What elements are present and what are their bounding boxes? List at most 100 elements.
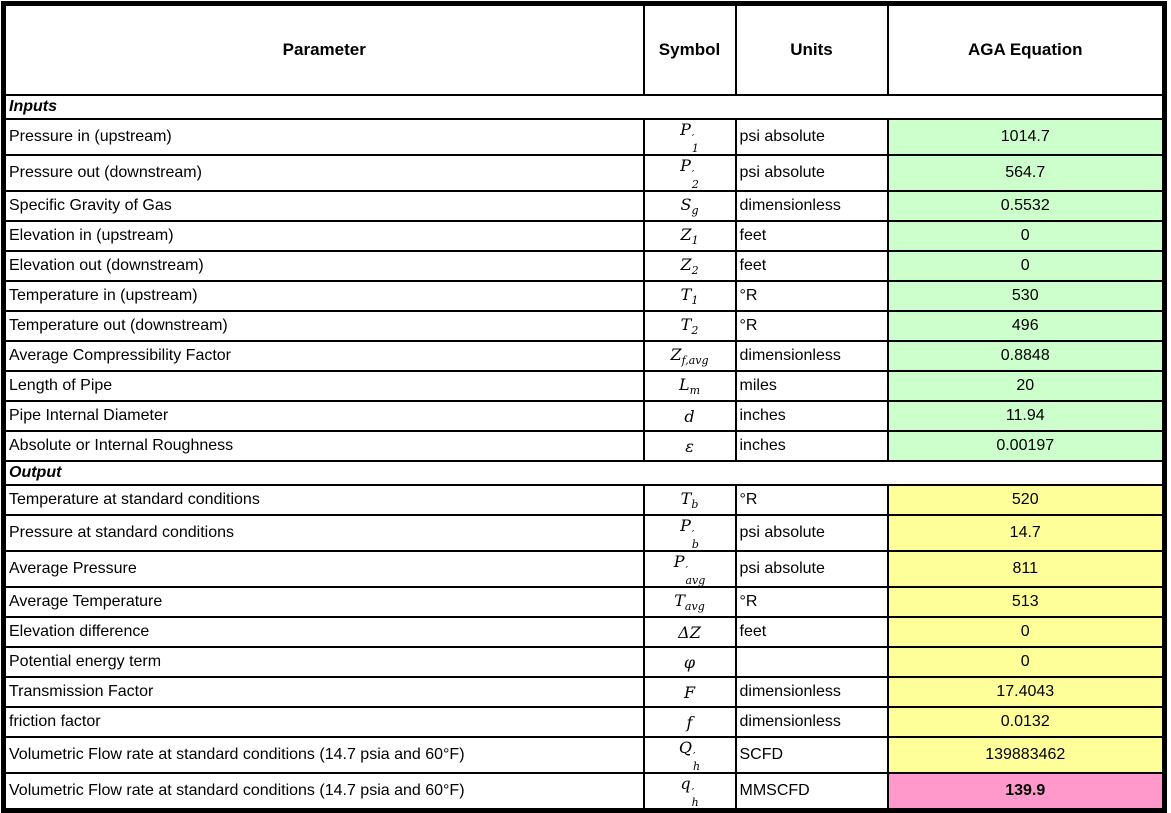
math-symbol: Lm xyxy=(678,374,701,398)
math-symbol: Zf,avg xyxy=(670,344,709,368)
math-symbol: Tavg xyxy=(674,590,705,614)
table-row: Pressure at standard conditions P ′ b psi ab… xyxy=(2,514,1166,552)
value-cell[interactable]: 17.4043 xyxy=(886,676,1166,708)
units-cell: °R xyxy=(734,310,889,342)
parameter-cell: Elevation out (downstream) xyxy=(2,250,645,282)
value-cell[interactable]: 1014.7 xyxy=(886,118,1166,156)
table-row: Length of Pipe Lm miles 20 xyxy=(2,370,1166,402)
value-cell[interactable]: 520 xyxy=(886,484,1166,516)
parameter-cell: Absolute or Internal Roughness xyxy=(2,430,645,462)
column-header-aga-equation: AGA Equation xyxy=(886,2,1166,96)
column-header-parameter: Parameter xyxy=(2,2,645,96)
units-cell: psi absolute xyxy=(734,514,889,552)
units-cell: miles xyxy=(734,370,889,402)
parameter-cell: Average Pressure xyxy=(2,550,645,588)
math-symbol: Tb xyxy=(680,488,699,512)
header-row: Parameter Symbol Units AGA Equation xyxy=(2,2,1166,96)
symbol-cell: Zf,avg xyxy=(642,340,737,372)
parameter-cell: Pressure at standard conditions xyxy=(2,514,645,552)
math-symbol: P ′ 2 xyxy=(680,156,699,191)
value-cell[interactable]: 811 xyxy=(886,550,1166,588)
symbol-cell: ε xyxy=(642,430,737,462)
parameter-cell: Elevation difference xyxy=(2,616,645,648)
table-row: Potential energy term φ 0 xyxy=(2,646,1166,678)
value-cell[interactable]: 20 xyxy=(886,370,1166,402)
units-cell: MMSCFD xyxy=(734,772,889,812)
value-cell[interactable]: 496 xyxy=(886,310,1166,342)
symbol-cell: Lm xyxy=(642,370,737,402)
units-cell: °R xyxy=(734,484,889,516)
symbol-cell: φ xyxy=(642,646,737,678)
math-symbol: T1 xyxy=(680,284,699,308)
value-cell[interactable]: 0.5532 xyxy=(886,190,1166,222)
parameter-cell: Potential energy term xyxy=(2,646,645,678)
parameter-cell: Length of Pipe xyxy=(2,370,645,402)
symbol-cell: P ′ b xyxy=(642,514,737,552)
math-symbol: f xyxy=(686,712,693,732)
units-cell: SCFD xyxy=(734,736,889,774)
table-body: Inputs Pressure in (upstream) P ′ 1 psi absol… xyxy=(2,94,1166,812)
units-cell: °R xyxy=(734,280,889,312)
value-cell[interactable]: 11.94 xyxy=(886,400,1166,432)
value-cell[interactable]: 0.0132 xyxy=(886,706,1166,738)
value-cell[interactable]: 0 xyxy=(886,616,1166,648)
parameter-cell: Pressure out (downstream) xyxy=(2,154,645,192)
value-cell[interactable]: 530 xyxy=(886,280,1166,312)
math-symbol: d xyxy=(684,406,695,426)
math-symbol: Z1 xyxy=(680,224,699,248)
value-cell[interactable]: 0 xyxy=(886,220,1166,252)
table-row: Temperature at standard conditions Tb °R 52… xyxy=(2,484,1166,516)
parameter-cell: Temperature out (downstream) xyxy=(2,310,645,342)
section-row-output: Output xyxy=(2,460,1166,486)
units-cell: feet xyxy=(734,616,889,648)
math-symbol: Sg xyxy=(680,194,699,218)
symbol-cell: Q ′ h xyxy=(642,736,737,774)
units-cell: psi absolute xyxy=(734,118,889,156)
table-row: Elevation in (upstream) Z1 feet 0 xyxy=(2,220,1166,252)
table-row: Average Compressibility Factor Zf,avg dime… xyxy=(2,340,1166,372)
parameter-cell: Temperature at standard conditions xyxy=(2,484,645,516)
math-symbol: P ′ 1 xyxy=(680,120,699,155)
symbol-cell: q ′ h xyxy=(642,772,737,812)
symbol-cell: Tavg xyxy=(642,586,737,618)
parameter-cell: Pressure in (upstream) xyxy=(2,118,645,156)
value-cell[interactable]: 139883462 xyxy=(886,736,1166,774)
column-header-units: Units xyxy=(734,2,889,96)
table-row: Temperature out (downstream) T2 °R 496 xyxy=(2,310,1166,342)
table-row: Pressure out (downstream) P ′ 2 psi absolute… xyxy=(2,154,1166,192)
units-cell: dimensionless xyxy=(734,190,889,222)
value-cell[interactable]: 14.7 xyxy=(886,514,1166,552)
symbol-cell: Tb xyxy=(642,484,737,516)
table-row: Specific Gravity of Gas Sg dimensionless 0.… xyxy=(2,190,1166,222)
table-row: Absolute or Internal Roughness ε inches 0.0… xyxy=(2,430,1166,462)
units-cell: psi absolute xyxy=(734,154,889,192)
value-cell[interactable]: 139.9 xyxy=(886,772,1166,812)
math-symbol: T2 xyxy=(680,314,699,338)
table-row: Average Pressure P ′ avg psi absolute 811 xyxy=(2,550,1166,588)
parameter-cell: Transmission Factor xyxy=(2,676,645,708)
units-cell xyxy=(734,646,889,678)
units-cell: inches xyxy=(734,400,889,432)
symbol-cell: F xyxy=(642,676,737,708)
value-cell[interactable]: 513 xyxy=(886,586,1166,618)
table-row: Volumetric Flow rate at standard conditi… xyxy=(2,736,1166,774)
column-header-symbol: Symbol xyxy=(642,2,737,96)
parameter-cell: friction factor xyxy=(2,706,645,738)
units-cell: feet xyxy=(734,220,889,252)
parameter-cell: Volumetric Flow rate at standard conditi… xyxy=(2,736,645,774)
value-cell[interactable]: 0 xyxy=(886,250,1166,282)
value-cell[interactable]: 564.7 xyxy=(886,154,1166,192)
value-cell[interactable]: 0 xyxy=(886,646,1166,678)
symbol-cell: P ′ 1 xyxy=(642,118,737,156)
section-label: Output xyxy=(2,460,1166,486)
table-row: Volumetric Flow rate at standard conditi… xyxy=(2,772,1166,812)
symbol-cell: d xyxy=(642,400,737,432)
symbol-cell: ΔZ xyxy=(642,616,737,648)
value-cell[interactable]: 0.00197 xyxy=(886,430,1166,462)
symbol-cell: f xyxy=(642,706,737,738)
units-cell: psi absolute xyxy=(734,550,889,588)
symbol-cell: T2 xyxy=(642,310,737,342)
symbol-cell: T1 xyxy=(642,280,737,312)
value-cell[interactable]: 0.8848 xyxy=(886,340,1166,372)
